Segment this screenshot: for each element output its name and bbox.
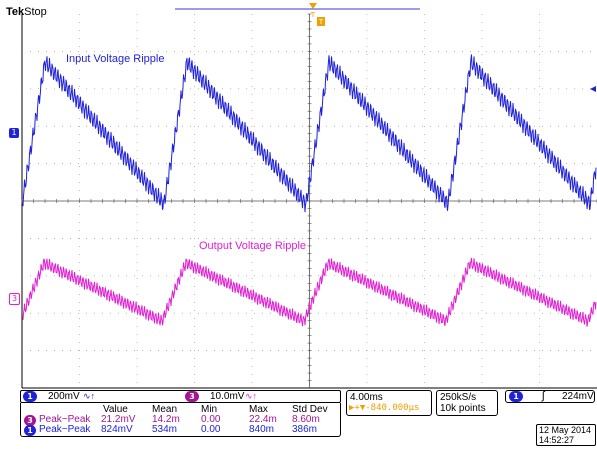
header: TekStop xyxy=(6,0,47,18)
trigger-source-badge: 1 xyxy=(509,391,523,402)
ch1-volts-per-div[interactable]: 200mV xyxy=(48,391,80,402)
ch3-ground-marker[interactable]: 3 xyxy=(9,293,20,305)
measure-row-ch1-mean: 534m xyxy=(152,424,178,435)
col-header-min: Min xyxy=(201,404,218,415)
svg-text:T: T xyxy=(318,18,324,26)
graticule xyxy=(21,13,597,389)
acquisition-panel[interactable]: 250kS/s 10k points xyxy=(436,390,498,416)
timebase-panel[interactable]: 4.00ms ▶+▼-840.000µs xyxy=(346,390,432,416)
measurement-panel: Value Mean Min Max Std Dev 3 Peak−Peak 2… xyxy=(20,403,341,437)
trigger-position-readout[interactable]: ▶+▼-840.000µs xyxy=(349,403,420,413)
col-header-stddev: Std Dev xyxy=(292,404,328,415)
date-label: 12 May 2014 xyxy=(539,425,592,435)
col-header-value: Value xyxy=(103,404,128,415)
measure-row-ch1-stddev: 386m xyxy=(292,424,318,435)
brand-label: Tek xyxy=(6,6,25,18)
ch1-trace-label: Input Voltage Ripple xyxy=(66,53,165,65)
ch3-trace-label: Output Voltage Ripple xyxy=(199,240,307,252)
trigger-slope-icon: ʃ xyxy=(542,390,545,402)
measure-row-ch3-mean: 14.2m xyxy=(152,414,180,425)
ch1-badge: 1 xyxy=(23,391,37,402)
timebase-value[interactable]: 4.00ms xyxy=(350,392,383,403)
ch3-badge: 3 xyxy=(185,391,199,402)
trigger-panel[interactable]: 1 ʃ 224mV xyxy=(505,390,595,403)
measure-row-ch1-max: 840m xyxy=(249,424,275,435)
measure-row-ch1-badge: 1 xyxy=(24,425,36,436)
trigger-level[interactable]: 224mV xyxy=(562,391,594,402)
ch1-waveform xyxy=(22,54,597,213)
trigger-position-icon: T xyxy=(309,3,317,19)
measure-row-ch1-name[interactable]: Peak−Peak xyxy=(39,424,91,435)
trigger-offset-icon: T xyxy=(317,17,325,26)
measure-row-ch3-badge: 3 xyxy=(24,415,36,426)
measure-row-ch1-value: 824mV xyxy=(101,424,133,435)
ch3-waveform xyxy=(22,257,597,327)
measure-row-ch1-min: 0.00 xyxy=(201,424,221,435)
ch1-coupling-icon: ∿↑ xyxy=(83,391,96,401)
record-length: 10k points xyxy=(440,403,486,414)
datetime-panel: 12 May 2014 14:52:27 xyxy=(536,424,596,446)
trigger-level-icon xyxy=(590,86,596,92)
ch3-coupling-icon: ∿↑ xyxy=(245,391,258,401)
channel-scale-bar[interactable]: 1 200mV ∿↑ 3 10.0mV ∿↑ xyxy=(20,390,341,403)
sample-rate: 250kS/s xyxy=(440,392,477,403)
measure-row-ch3-stddev: 8.60m xyxy=(292,414,320,425)
run-status[interactable]: Stop xyxy=(24,6,47,18)
measure-row-ch3-value: 21.2mV xyxy=(101,414,136,425)
measure-row-ch3-min: 0.00 xyxy=(201,414,221,425)
col-header-mean: Mean xyxy=(152,404,178,415)
ch3-volts-per-div[interactable]: 10.0mV xyxy=(210,391,245,402)
measure-row-ch3-max: 22.4m xyxy=(249,414,277,425)
ch1-ground-marker[interactable]: 1 xyxy=(9,128,19,138)
time-label: 14:52:27 xyxy=(539,435,575,445)
svg-text:T: T xyxy=(310,11,316,19)
col-header-max: Max xyxy=(249,404,268,415)
measure-row-ch3-name[interactable]: Peak−Peak xyxy=(39,414,91,425)
